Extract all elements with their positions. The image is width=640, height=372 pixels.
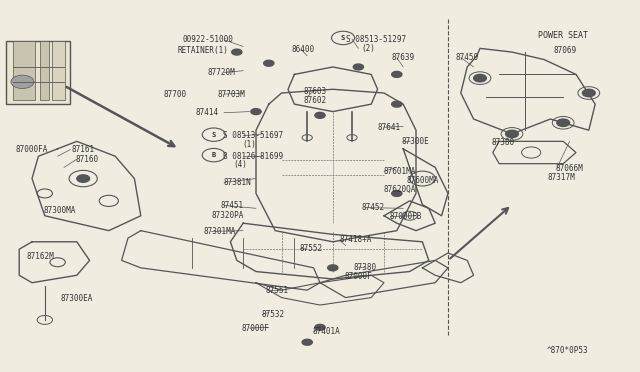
- Circle shape: [328, 265, 338, 271]
- Text: 87380: 87380: [492, 138, 515, 147]
- Text: 87600MA: 87600MA: [406, 176, 439, 185]
- Circle shape: [392, 71, 402, 77]
- Text: 87320PA: 87320PA: [211, 211, 244, 219]
- Text: 87000F: 87000F: [242, 324, 269, 333]
- Text: 87380: 87380: [354, 263, 377, 272]
- Text: 87703M: 87703M: [218, 90, 245, 99]
- Text: 87069: 87069: [554, 46, 577, 55]
- Text: 87450: 87450: [456, 53, 479, 62]
- Text: (1): (1): [242, 140, 256, 149]
- Text: 87162M: 87162M: [27, 252, 54, 261]
- Text: 87301MA: 87301MA: [204, 227, 236, 236]
- Text: 87700: 87700: [163, 90, 186, 99]
- Circle shape: [506, 130, 518, 138]
- Text: 86400: 86400: [291, 45, 314, 54]
- Text: 87401A: 87401A: [312, 327, 340, 336]
- Circle shape: [474, 74, 486, 82]
- Text: S: S: [212, 132, 216, 138]
- Text: 87602: 87602: [304, 96, 327, 105]
- Text: 87551: 87551: [266, 286, 289, 295]
- Text: 87317M: 87317M: [547, 173, 575, 182]
- Circle shape: [77, 175, 90, 182]
- Circle shape: [392, 190, 402, 196]
- Bar: [52, 41, 65, 100]
- Text: B 08126-81699: B 08126-81699: [223, 152, 283, 161]
- Text: 87620QA: 87620QA: [384, 185, 417, 194]
- Text: ^870*0P53: ^870*0P53: [547, 346, 589, 355]
- Bar: [13, 41, 35, 100]
- Text: 87641: 87641: [378, 123, 401, 132]
- Text: 87000FB: 87000FB: [389, 212, 422, 221]
- Text: 87000F: 87000F: [344, 272, 372, 280]
- Text: 87381N: 87381N: [224, 178, 252, 187]
- Text: 87720M: 87720M: [208, 68, 236, 77]
- Text: 87639: 87639: [392, 53, 415, 62]
- Circle shape: [353, 64, 364, 70]
- Text: 87300MA: 87300MA: [44, 206, 76, 215]
- Text: 87161: 87161: [72, 145, 95, 154]
- Text: RETAINER(1): RETAINER(1): [178, 46, 228, 55]
- Text: 87552: 87552: [300, 244, 323, 253]
- Circle shape: [11, 75, 34, 89]
- Text: POWER SEAT: POWER SEAT: [538, 31, 588, 40]
- Text: 87532: 87532: [261, 310, 284, 319]
- Circle shape: [315, 112, 325, 118]
- Text: 00922-51000: 00922-51000: [182, 35, 233, 44]
- Text: (4): (4): [234, 160, 248, 169]
- Text: S 08513-51297: S 08513-51297: [346, 35, 406, 44]
- Text: 87451: 87451: [221, 201, 244, 210]
- Text: 87160: 87160: [76, 155, 99, 164]
- FancyBboxPatch shape: [6, 41, 70, 104]
- Text: 87603: 87603: [304, 87, 327, 96]
- Circle shape: [315, 324, 325, 330]
- Text: 87300EA: 87300EA: [61, 294, 93, 303]
- Circle shape: [392, 101, 402, 107]
- Text: 87000FA: 87000FA: [16, 145, 49, 154]
- Circle shape: [251, 109, 261, 115]
- Text: 87452: 87452: [362, 203, 385, 212]
- Text: 87418+A: 87418+A: [339, 235, 372, 244]
- Text: 87066M: 87066M: [556, 164, 583, 173]
- Text: (2): (2): [362, 44, 376, 53]
- Circle shape: [557, 119, 570, 126]
- Bar: [40, 41, 49, 100]
- Text: S 08513-51697: S 08513-51697: [223, 131, 283, 140]
- Text: 87414: 87414: [195, 108, 218, 117]
- Circle shape: [264, 60, 274, 66]
- Text: 87300E: 87300E: [402, 137, 429, 146]
- Circle shape: [232, 49, 242, 55]
- Text: B: B: [212, 152, 216, 158]
- Circle shape: [582, 89, 595, 97]
- Text: 87601MA: 87601MA: [384, 167, 417, 176]
- Circle shape: [302, 339, 312, 345]
- Text: S: S: [341, 35, 345, 41]
